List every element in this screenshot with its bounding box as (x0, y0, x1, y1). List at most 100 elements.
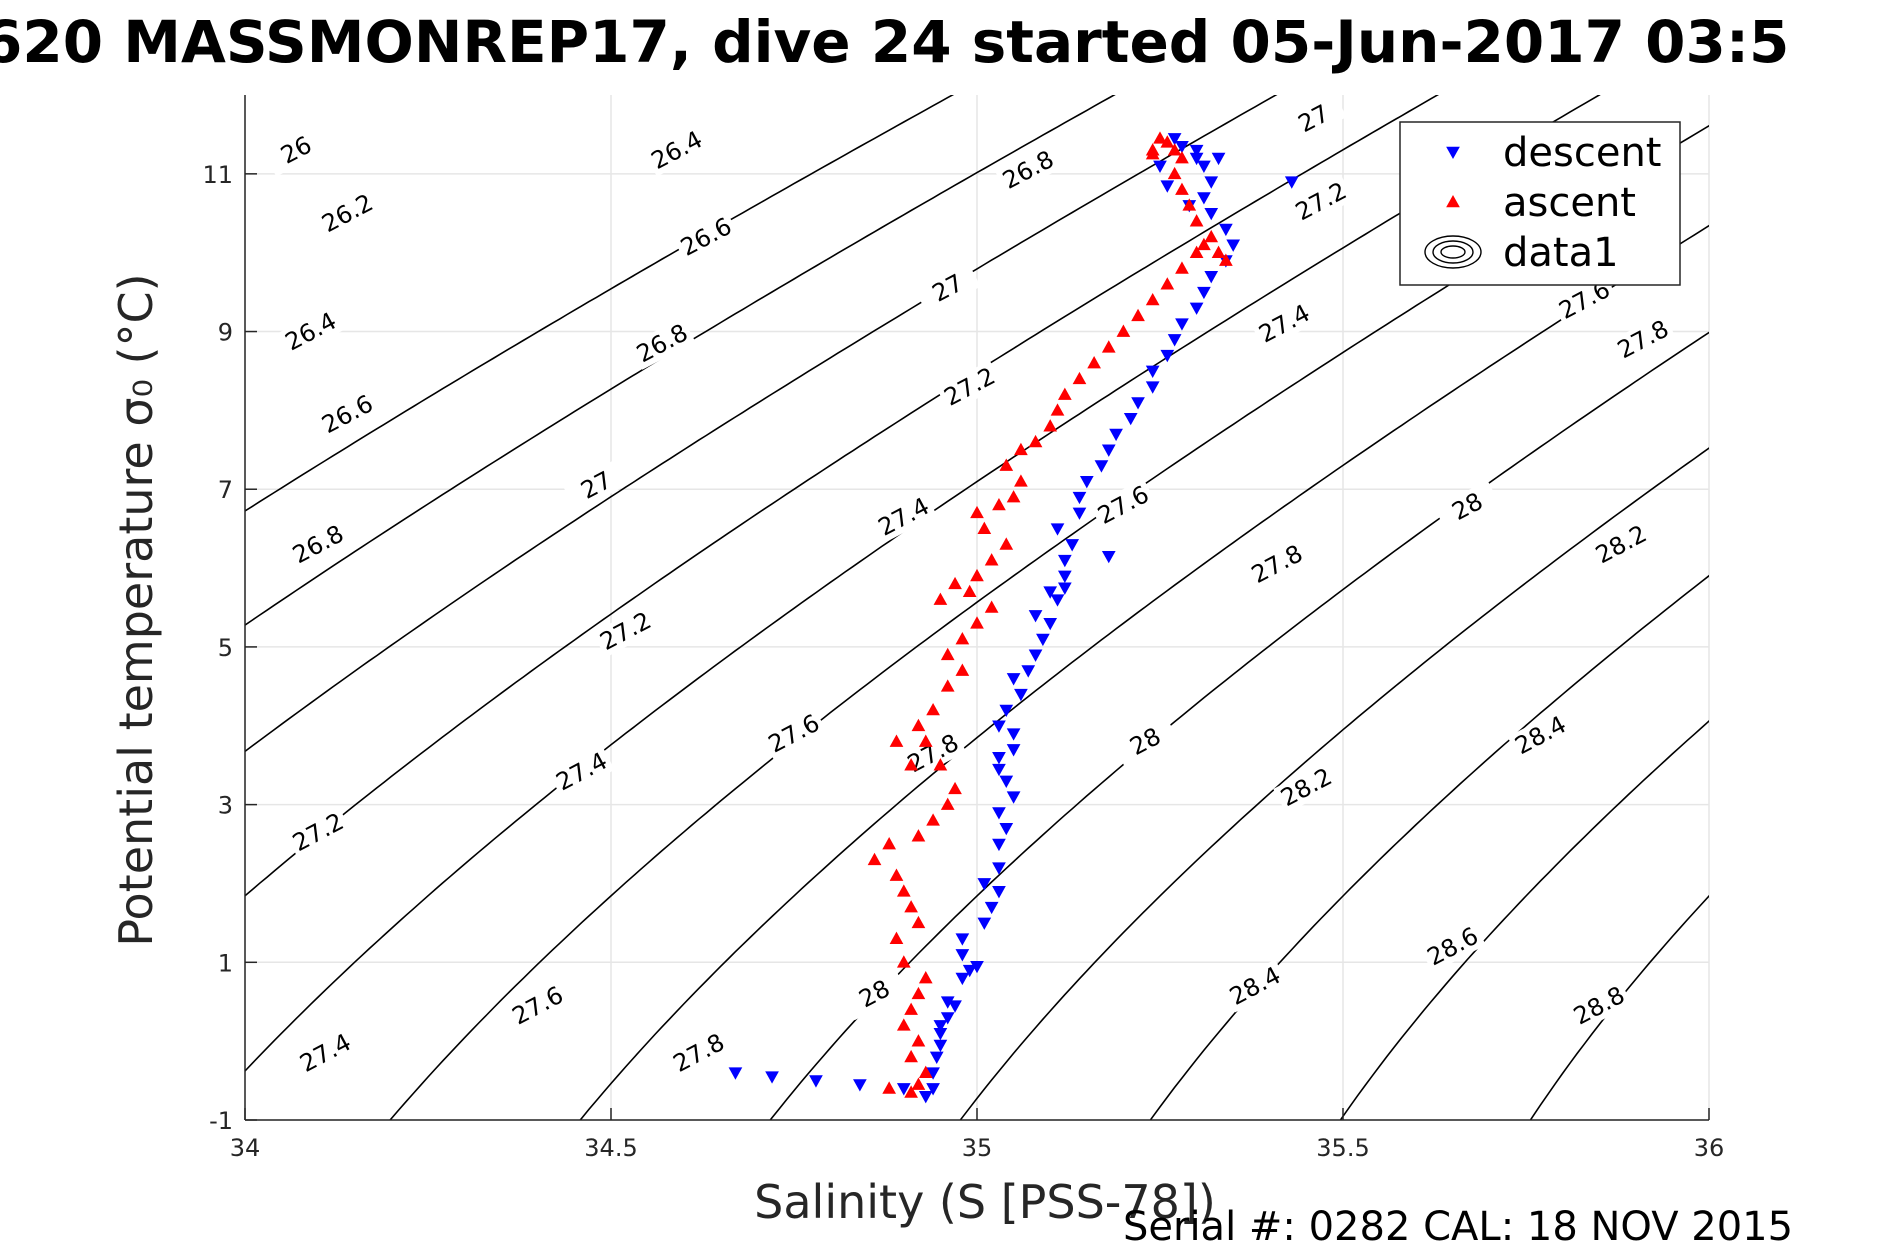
ascent-point (1014, 442, 1028, 456)
contour-line (959, 447, 1709, 1120)
descent-point (1072, 507, 1087, 520)
descent-point (1204, 271, 1219, 284)
ascent-point (1160, 277, 1175, 290)
contour-label-bg (314, 186, 381, 240)
descent-point (1211, 152, 1226, 166)
ascent-point (1153, 131, 1167, 144)
descent-point (999, 775, 1014, 788)
descent-point (992, 720, 1006, 733)
descent-point (929, 1051, 944, 1064)
descent-point (940, 1012, 955, 1025)
y-tick-label: 9 (218, 319, 233, 347)
descent-point (940, 996, 955, 1009)
y-axis-label: Potential temperature σ₀ (°C) (109, 273, 163, 946)
ascent-point (962, 584, 977, 598)
contour-label-bg (1507, 708, 1574, 762)
ascent-point (882, 837, 897, 850)
descent-point (1057, 570, 1072, 583)
ascent-point (955, 632, 970, 645)
contour-label-bg (1244, 537, 1311, 591)
descent-point (1079, 476, 1094, 489)
y-tick-label: -1 (209, 1107, 233, 1135)
contour-label-bg (1112, 715, 1179, 768)
ascent-point (999, 537, 1014, 550)
descent-point (1226, 239, 1241, 252)
ascent-point (911, 915, 926, 929)
ascent-point (1167, 166, 1182, 180)
ascent-point (904, 900, 918, 913)
ascent-point (1189, 214, 1204, 227)
ascent-point (918, 734, 933, 747)
ascent-point (896, 955, 911, 968)
descent-point (955, 972, 970, 986)
descent-point (765, 1071, 779, 1084)
contour-label-bg (548, 745, 615, 798)
ascent-point (1145, 147, 1160, 160)
descent-point (1109, 428, 1123, 442)
contour-label-bg (841, 967, 908, 1021)
descent-point (1028, 610, 1043, 623)
ascent-point (1182, 198, 1197, 211)
ascent-point (904, 1049, 918, 1063)
descent-point (1284, 176, 1299, 189)
descent-point (1057, 554, 1072, 568)
contour-line (1339, 720, 1709, 1120)
descent-point (1065, 539, 1080, 552)
ascent-point (1101, 340, 1116, 353)
contour-label-bg (1287, 174, 1355, 228)
contour-label-bg (285, 517, 352, 571)
legend-label-ascent: ascent (1503, 180, 1636, 226)
ascent-point (1211, 245, 1226, 258)
y-tick-label: 1 (218, 949, 233, 977)
descent-point (984, 901, 999, 915)
ascent-point (940, 647, 955, 661)
descent-point (1204, 207, 1219, 221)
ascent-point (955, 663, 970, 676)
legend-contour-icon (1440, 245, 1466, 259)
descent-point (999, 822, 1014, 836)
ascent-point (970, 616, 984, 629)
contour-label-bg (673, 210, 740, 264)
descent-point (853, 1079, 867, 1092)
x-axis-label: Salinity (S [PSS-78]) (754, 1175, 1216, 1229)
ascent-point (889, 931, 904, 944)
contour-line (245, 95, 1440, 897)
x-tick-label: 36 (1694, 1134, 1725, 1162)
descent-point (933, 1020, 948, 1033)
grid-lines (244, 95, 1710, 1121)
data-points (728, 131, 1299, 1104)
descent-point (1050, 594, 1065, 607)
descent-point (1131, 397, 1145, 410)
legend-contour-icon (1432, 240, 1474, 264)
ascent-point (1043, 419, 1058, 432)
ascent-point (1116, 324, 1131, 337)
ascent-point (867, 852, 882, 866)
descent-point (1160, 180, 1175, 193)
serial-cal-footer: Serial #: 0282 CAL: 18 NOV 2015 (1123, 1204, 1793, 1250)
descent-point (1175, 140, 1189, 154)
ascent-point (984, 553, 999, 566)
x-tick-label: 35 (962, 1134, 993, 1162)
contour-label-bg (263, 123, 330, 177)
contour-label-bg (665, 1026, 732, 1080)
y-tick-label: 3 (218, 792, 233, 820)
contour-line (769, 331, 1709, 1120)
ascent-point (1197, 237, 1211, 251)
ascent-point (911, 1077, 926, 1090)
contour-label-bg (914, 261, 981, 315)
ascent-point (904, 1002, 918, 1015)
contour-label-bg (1419, 920, 1486, 973)
contour-line (245, 95, 955, 512)
legend-marker-descent (1446, 146, 1460, 160)
contour-label-bg (1251, 297, 1318, 351)
descent-point (728, 1067, 743, 1080)
y-tick-label: 7 (218, 476, 233, 504)
ascent-point (1131, 308, 1145, 322)
contour-line (245, 95, 1278, 753)
y-tick-label: 11 (202, 161, 233, 189)
contour-label-bg (760, 707, 828, 761)
legend-label-descent: descent (1503, 130, 1661, 176)
x-tick-label: 34 (230, 1134, 261, 1162)
contour-label-bg (1090, 478, 1157, 532)
